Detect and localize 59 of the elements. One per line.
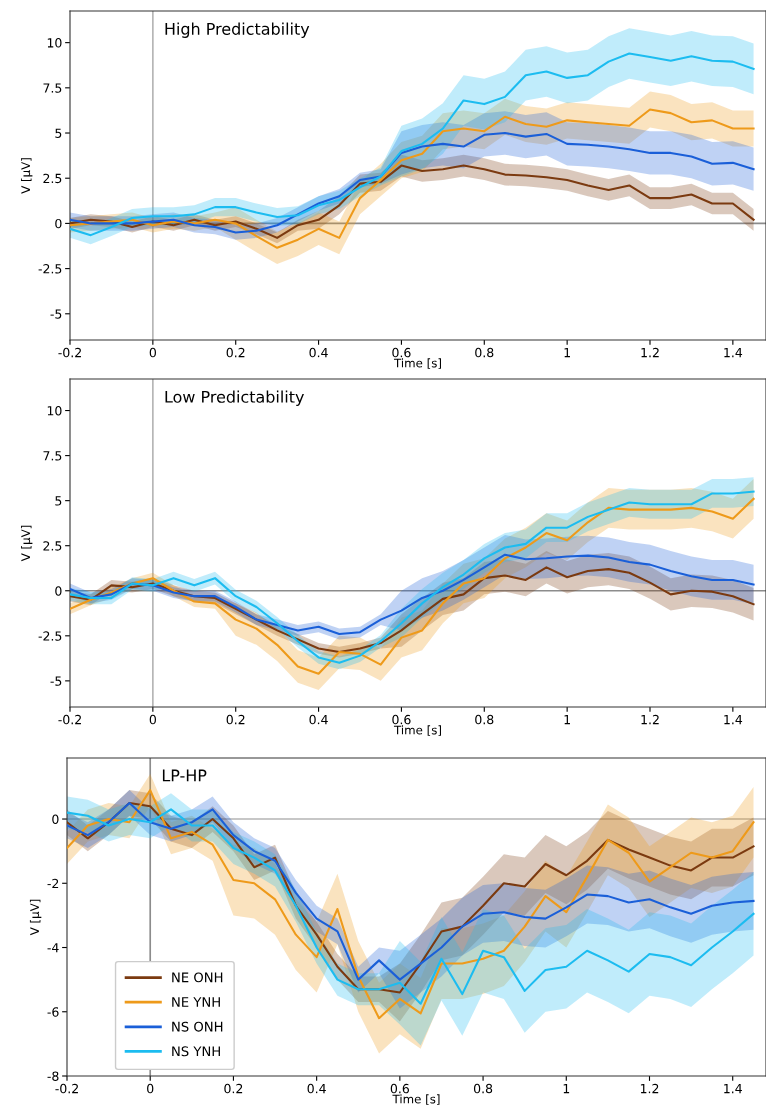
legend-label: NE ONH (172, 972, 223, 983)
x-axis-title: Time [s] (392, 1094, 440, 1105)
y-tick-label: 5 (55, 496, 62, 506)
x-tick-label: 1 (564, 715, 570, 725)
x-tick-label: 0.2 (226, 347, 245, 358)
y-tick-label: 0 (55, 218, 62, 229)
y-axis-title: V [µV] (20, 158, 33, 194)
x-tick-label: 0.2 (224, 1083, 243, 1094)
x-tick-label: 1.2 (641, 347, 659, 358)
x-tick-label: -0.2 (55, 1083, 78, 1094)
x-tick-label: 0.4 (309, 347, 328, 358)
x-tick-label: 0 (149, 714, 156, 725)
x-tick-label: 0 (149, 347, 156, 358)
x-tick-label: 0.2 (226, 714, 245, 725)
x-tick-label: 1 (563, 1084, 570, 1094)
x-tick-label: 0.4 (309, 714, 328, 725)
x-tick-label: 1.4 (724, 715, 743, 725)
y-tick-label: 5 (55, 128, 62, 138)
x-tick-label: 1.2 (640, 1083, 659, 1094)
x-tick-label: 0.6 (390, 1083, 410, 1094)
x-tick-label: -0.2 (58, 347, 81, 358)
y-tick-label: 7.5 (43, 451, 62, 461)
x-tick-label: 1.4 (724, 1084, 742, 1094)
y-tick-label: -5 (50, 309, 62, 319)
y-tick-label: -4 (47, 943, 59, 953)
y-tick-label: 2.5 (43, 541, 62, 551)
x-tick-label: 0.6 (392, 714, 411, 725)
x-tick-label: 1.2 (641, 714, 659, 725)
x-tick-label: 0.6 (392, 347, 411, 358)
y-tick-label: -2.5 (38, 264, 62, 274)
y-tick-label: 10 (47, 38, 62, 48)
x-tick-label: 0.8 (473, 1083, 493, 1094)
x-tick-label: 0.8 (475, 714, 494, 725)
x-tick-label: 0.4 (307, 1083, 326, 1094)
y-tick-label: -5 (50, 676, 62, 686)
text: Low Predictability (165, 390, 304, 406)
x-axis-title: Time [s] (393, 358, 441, 369)
x-tick-label: 0 (147, 1083, 154, 1094)
y-tick-label: -2 (47, 878, 59, 889)
x-tick-label: 0.8 (475, 347, 494, 358)
y-tick-label: 10 (47, 406, 62, 416)
y-tick-label: -2.5 (38, 631, 62, 641)
y-tick-label: -6 (47, 1007, 59, 1017)
text: LP-HP (162, 769, 207, 782)
y-tick-label: 0 (52, 814, 59, 824)
y-axis-title: V [µV] (20, 525, 33, 562)
legend-label: NE YNH (172, 997, 220, 1007)
y-tick-label: 0 (55, 586, 62, 596)
y-tick-label: -8 (47, 1071, 59, 1081)
y-tick-label: 7.5 (43, 83, 62, 93)
y-axis-title: V [µV] (29, 899, 42, 936)
x-axis-title: Time [s] (393, 725, 441, 736)
legend-label: NS YNH (172, 1046, 220, 1057)
legend-label: NS ONH (172, 1021, 223, 1032)
x-tick-label: 1 (564, 348, 570, 358)
x-tick-label: -0.2 (58, 714, 81, 725)
y-tick-label: 2.5 (43, 173, 62, 184)
text: High Predictability (165, 22, 310, 38)
x-tick-label: 1.4 (724, 348, 743, 358)
